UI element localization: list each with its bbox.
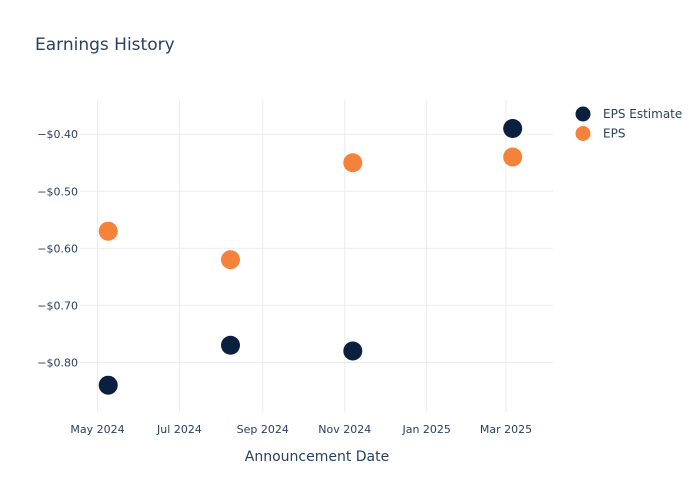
- y-axis-ticks: −$0.80 −$0.70 −$0.60 −$0.50 −$0.40: [37, 128, 78, 369]
- data-point[interactable]: [343, 153, 363, 173]
- data-point[interactable]: [503, 119, 523, 139]
- x-axis-title: Announcement Date: [245, 449, 389, 465]
- legend[interactable]: EPS Estimate EPS: [575, 106, 683, 142]
- legend-label: EPS Estimate: [603, 107, 682, 121]
- legend-item[interactable]: EPS Estimate: [575, 106, 683, 122]
- x-tick-label: Mar 2025: [480, 423, 532, 436]
- y-tick-label: −$0.60: [37, 242, 78, 255]
- x-tick-label: Nov 2024: [318, 423, 371, 436]
- legend-marker-icon: [575, 106, 591, 122]
- x-tick-label: Sep 2024: [237, 423, 289, 436]
- series-1: [98, 147, 523, 270]
- legend-label: EPS: [603, 127, 625, 141]
- x-tick-label: Jul 2024: [156, 423, 202, 436]
- x-tick-label: Jan 2025: [401, 423, 450, 436]
- series-0: [98, 119, 523, 395]
- y-tick-label: −$0.80: [37, 356, 78, 369]
- data-point[interactable]: [221, 335, 240, 355]
- x-tick-label: May 2024: [70, 423, 124, 436]
- x-axis-ticks: May 2024 Jul 2024 Sep 2024 Nov 2024 Jan 2025…: [70, 423, 532, 436]
- grid: [80, 100, 553, 412]
- chart-title: Earnings History: [35, 35, 175, 55]
- data-point[interactable]: [98, 375, 118, 395]
- data-point[interactable]: [343, 341, 363, 361]
- data-points: [98, 119, 523, 395]
- data-point[interactable]: [98, 221, 118, 241]
- y-tick-label: −$0.50: [37, 185, 78, 198]
- legend-item[interactable]: EPS: [575, 126, 626, 141]
- legend-marker-icon: [575, 126, 591, 141]
- data-point[interactable]: [221, 250, 240, 270]
- data-point[interactable]: [503, 147, 523, 167]
- y-tick-label: −$0.40: [37, 128, 78, 141]
- y-tick-label: −$0.70: [37, 299, 78, 312]
